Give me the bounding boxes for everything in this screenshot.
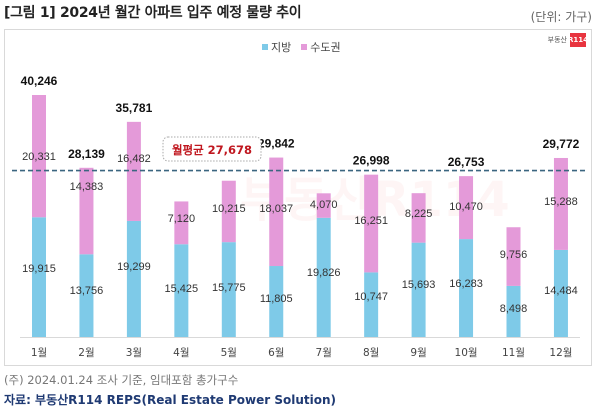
source-credit: 자료: 부동산R114 REPS(Real Estate Power Solut… [4,393,337,407]
label-capital-9: 8,225 [405,208,433,220]
brand-mark: 부동산 R114 [547,33,588,47]
label-capital-4: 7,120 [168,213,196,225]
label-capital-11: 9,756 [500,249,528,261]
bar-capital-5 [221,180,236,243]
x-tick-label-7: 7월 [316,347,332,359]
label-local-9: 15,693 [402,279,436,291]
chart-title: [그림 1] 2024년 월간 아파트 입주 예정 물량 추이 [4,5,302,21]
label-local-12: 14,484 [544,285,578,297]
footnote: (주) 2024.01.24 조사 기준, 임대포함 총가구수 [4,373,239,387]
label-local-6: 11,805 [260,293,293,305]
average-callout-box [162,136,262,162]
bar-local-3 [126,220,141,337]
bar-local-7 [316,217,331,337]
bar-capital-4 [174,201,189,245]
x-tick-label-6: 6월 [268,347,284,359]
bar-local-2 [79,254,94,337]
label-total-6: 29,842 [258,137,295,151]
label-capital-2: 14,383 [70,181,104,193]
label-capital-7: 4,070 [310,199,338,211]
label-local-11: 8,498 [500,303,528,315]
label-total-3: 35,781 [116,101,153,115]
bar-capital-11 [506,227,521,286]
bar-local-4 [174,244,189,337]
label-local-3: 19,299 [117,261,151,273]
x-tick-label-2: 2월 [78,347,94,359]
label-total-10: 26,753 [448,155,485,169]
bar-local-9 [411,242,426,337]
label-total-1: 40,246 [21,74,58,88]
chart-panel [4,29,592,366]
legend-item-local: 지방 [262,39,291,55]
brand-text: 부동산 [547,36,567,44]
x-tick-label-1: 1월 [31,347,47,359]
x-tick-label-4: 4월 [173,347,189,359]
bar-local-11 [506,285,521,337]
unit-label: (단위: 가구) [530,10,592,24]
bar-capital-7 [316,193,331,218]
label-local-7: 19,826 [307,267,341,279]
bar-local-6 [269,266,284,337]
bar-local-10 [459,239,474,337]
label-local-5: 15,775 [212,282,246,294]
average-callout-label: 월평균 27,678 [172,143,252,157]
label-total-8: 26,998 [353,154,390,168]
bar-capital-10 [459,176,474,240]
bar-local-12 [553,249,568,337]
x-tick-label-9: 9월 [410,347,426,359]
bar-capital-2 [79,167,94,255]
label-capital-8: 16,251 [354,215,388,227]
label-capital-10: 10,470 [449,201,483,213]
x-tick-label-11: 11월 [502,347,525,359]
bar-capital-8 [364,174,379,273]
label-total-2: 28,139 [68,147,105,161]
legend-label-capital: 수도권 [310,41,341,54]
label-capital-3: 16,482 [117,153,151,165]
x-tick-label-12: 12월 [549,347,572,359]
x-tick-label-5: 5월 [221,347,237,359]
bar-capital-12 [553,157,568,250]
bar-capital-1 [32,95,46,218]
bar-local-8 [364,272,379,337]
bar-local-5 [221,242,236,337]
bar-capital-9 [411,193,426,243]
label-local-10: 16,283 [449,278,483,290]
label-local-1: 19,915 [22,263,56,275]
legend: 지방 수도권 [262,39,341,55]
brand-logo-icon: R114 [568,33,588,47]
legend-label-local: 지방 [271,41,292,54]
label-capital-5: 10,215 [212,203,246,215]
x-tick-label-8: 8월 [363,347,379,359]
label-local-2: 13,756 [70,285,104,297]
x-tick-label-10: 10월 [455,347,478,359]
legend-swatch-local [262,44,268,50]
label-local-8: 10,747 [354,291,388,303]
label-capital-12: 15,288 [544,196,578,208]
x-tick-label-3: 3월 [126,347,142,359]
label-local-4: 15,425 [165,283,199,295]
bar-local-1 [32,217,46,337]
legend-swatch-capital [301,44,308,50]
bar-capital-3 [126,121,141,221]
label-capital-1: 20,331 [22,151,56,163]
bar-capital-6 [269,157,284,267]
legend-item-capital: 수도권 [301,39,341,55]
label-total-12: 29,772 [543,137,580,151]
label-capital-6: 18,037 [259,203,293,215]
